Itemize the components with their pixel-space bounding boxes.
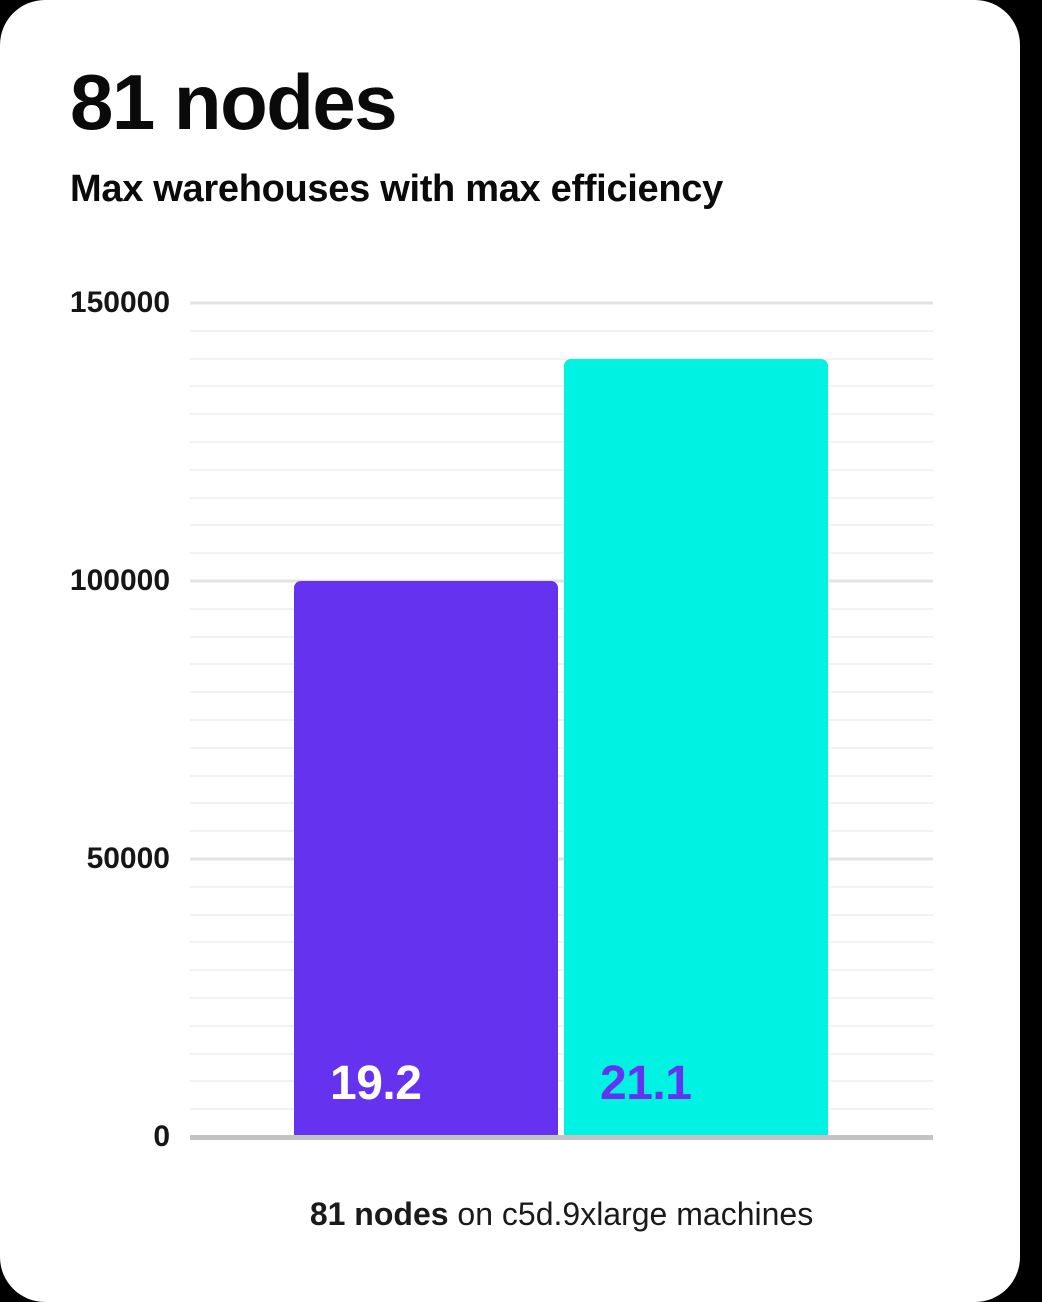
minor-gridline <box>190 830 933 833</box>
minor-gridline <box>190 357 933 360</box>
chart-subtitle: Max warehouses with max efficiency <box>70 168 723 210</box>
y-axis-tick-label: 100000 <box>69 564 170 597</box>
bar-21-1: 21.1 <box>564 358 828 1137</box>
major-gridline <box>190 301 933 305</box>
x-axis-baseline <box>190 1135 933 1140</box>
minor-gridline <box>190 1108 933 1111</box>
minor-gridline <box>190 663 933 666</box>
minor-gridline <box>190 1052 933 1055</box>
chart-caption: 81 nodes on c5d.9xlarge machines <box>190 1196 933 1233</box>
minor-gridline <box>190 441 933 443</box>
minor-gridline <box>190 635 933 638</box>
minor-gridline <box>190 413 933 416</box>
minor-gridline <box>190 774 933 777</box>
bar-19-2: 19.2 <box>294 581 558 1137</box>
bar-value-label: 21.1 <box>600 1057 692 1110</box>
minor-gridline <box>190 885 933 888</box>
caption-bold-text: 81 nodes <box>309 1196 449 1232</box>
minor-gridline <box>190 997 933 999</box>
minor-gridline <box>190 385 933 388</box>
y-axis-tick-label: 0 <box>153 1120 170 1153</box>
infographic-card: 81 nodes Max warehouses with max efficie… <box>0 0 1020 1302</box>
bar-value-label: 19.2 <box>330 1057 422 1110</box>
minor-gridline <box>190 941 933 944</box>
caption-regular-text: on c5d.9xlarge machines <box>448 1196 814 1232</box>
minor-gridline <box>190 913 933 916</box>
minor-gridline <box>190 607 933 610</box>
minor-gridline <box>190 802 933 805</box>
minor-gridline <box>190 496 933 499</box>
y-axis-tick-label: 150000 <box>69 286 170 319</box>
minor-gridline <box>190 468 933 471</box>
plot-area: 19.2 21.1 <box>190 301 933 1140</box>
chart-title: 81 nodes <box>70 58 398 146</box>
minor-gridline <box>190 691 933 694</box>
major-gridline <box>190 579 933 583</box>
minor-gridline <box>190 552 933 555</box>
minor-gridline <box>190 1080 933 1083</box>
minor-gridline <box>190 969 933 972</box>
minor-gridline <box>190 329 933 332</box>
minor-gridline <box>190 1024 933 1027</box>
y-axis-tick-labels: 0 50000 100000 150000 <box>0 286 170 1153</box>
major-gridline <box>190 857 933 861</box>
minor-gridline <box>190 524 933 527</box>
minor-gridline <box>190 746 933 749</box>
y-axis-tick-label: 50000 <box>86 842 170 875</box>
minor-gridline <box>190 719 933 721</box>
